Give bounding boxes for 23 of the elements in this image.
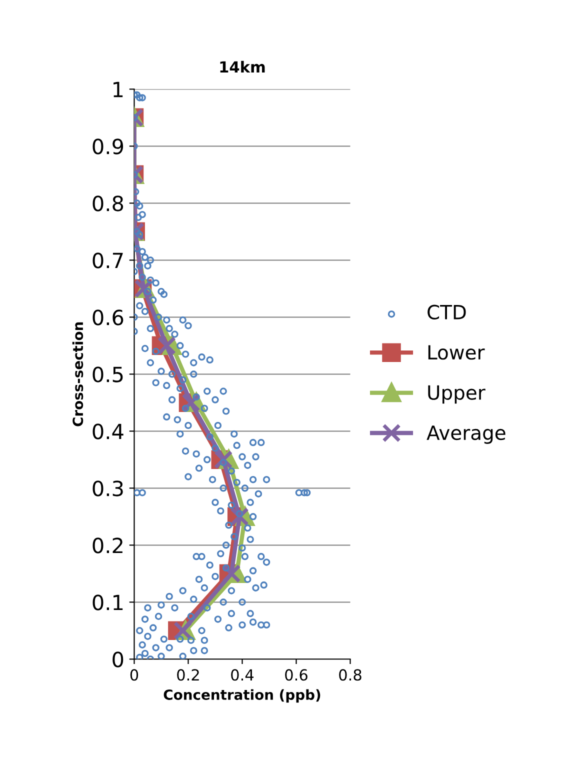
y-tick-label: 0 <box>112 652 124 668</box>
legend-label: Lower <box>428 345 485 360</box>
y-tick-label: 0.4 <box>92 424 124 440</box>
legend-label: CTD <box>428 304 466 320</box>
x-tick-label: 0.2 <box>177 669 199 681</box>
y-tick-label: 0.2 <box>92 538 122 554</box>
legend-label: Average <box>426 426 506 444</box>
x-axis-title: Concentration (ppb) <box>164 689 320 703</box>
x-tick-label: 0.4 <box>231 669 254 681</box>
y-tick-label: 1 <box>114 82 123 98</box>
chart-title: 14km <box>220 60 265 72</box>
y-tick-label: 0.6 <box>92 310 124 326</box>
legend-label: Upper <box>428 385 486 404</box>
x-tick-label: 0 <box>130 669 138 681</box>
y-tick-label: 0.8 <box>92 196 124 212</box>
y-tick-label: 0.7 <box>92 252 123 268</box>
x-tick-label: 0.8 <box>339 669 362 681</box>
x-tick-label: 0.6 <box>285 669 308 681</box>
y-tick-label: 0.5 <box>92 366 123 382</box>
y-tick-label: 0.9 <box>92 138 124 154</box>
y-tick-label: 0.1 <box>92 594 123 610</box>
y-tick-label: 0.3 <box>92 480 123 496</box>
y-axis-title: Cross-section <box>72 322 84 426</box>
